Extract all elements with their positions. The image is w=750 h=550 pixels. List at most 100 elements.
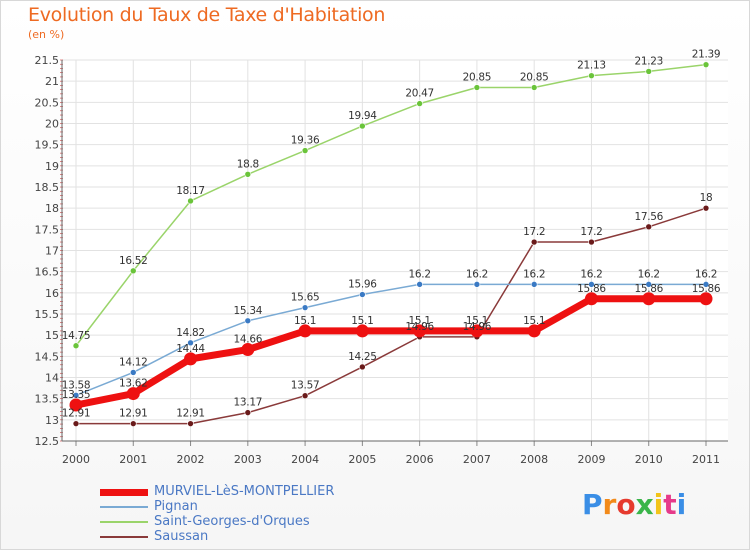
data-point [645,68,653,75]
legend-item-murviel: MURVIEL-LèS-MONTPELLIER [100,484,400,499]
data-point [359,291,366,298]
data-label: 21.39 [692,49,721,61]
data-point [470,324,484,338]
data-label: 16.2 [466,268,488,280]
data-point [72,342,80,350]
data-point [530,281,538,288]
data-label: 14.44 [176,343,205,355]
data-label: 16.52 [119,255,148,267]
data-point [301,392,309,400]
data-label: 15.1 [294,315,316,327]
data-label: 20.85 [520,72,549,84]
x-tick-label: 2009 [577,453,605,466]
data-label: 12.91 [119,408,148,420]
data-label: 16.2 [409,268,431,280]
y-tick-label: 21 [45,75,59,88]
data-label: 12.91 [62,408,91,420]
data-label: 15.1 [523,315,545,327]
logo-letter: x [635,488,654,521]
legend-swatch-pignan [100,506,148,508]
data-label: 14.66 [234,334,263,346]
x-tick-label: 2008 [520,453,548,466]
legend-label-pignan: Pignan [154,499,198,514]
x-tick-label: 2007 [463,453,491,466]
y-tick-label: 14.5 [35,350,60,363]
data-label: 16.2 [638,268,660,280]
data-label: 18.8 [237,158,259,170]
legend-swatch-murviel [100,489,148,496]
logo-letter: o [616,488,636,521]
y-tick-label: 17.5 [35,223,60,236]
data-label: 15.86 [577,283,606,295]
data-point [584,292,598,306]
y-tick-label: 15.5 [35,308,60,321]
x-tick-label: 2011 [692,453,720,466]
data-point [699,292,713,306]
chart-title: Evolution du Taux de Taxe d'Habitation [28,4,386,26]
logo-letter: t [663,488,677,521]
data-label: 17.2 [580,226,602,238]
proxiti-logo: Proxiti [582,488,686,521]
data-label: 21.13 [577,60,606,72]
y-tick-label: 16.5 [35,266,60,279]
x-tick-label: 2003 [234,453,262,466]
data-point [588,238,595,246]
data-point [588,281,595,288]
data-label: 15.1 [351,315,373,327]
unit-label: (en %) [28,28,65,41]
data-point [126,387,140,401]
data-point [416,100,423,107]
logo-letter: P [582,488,603,521]
data-point [530,84,538,91]
y-tick-label: 18 [45,202,59,215]
data-point [642,292,656,306]
data-point [187,339,194,347]
y-tick-label: 15 [45,329,59,342]
x-tick-label: 2004 [291,453,319,466]
data-label: 19.94 [348,110,377,122]
y-tick-label: 20.5 [35,96,60,109]
series-line [75,207,707,425]
data-label: 15.86 [692,283,721,295]
series-line [75,63,707,347]
data-label: 18.17 [176,185,205,197]
legend-item-pignan: Pignan [100,499,400,514]
data-point [72,391,80,399]
data-point [645,281,653,288]
data-label: 12.91 [176,408,205,420]
data-point [129,267,137,275]
x-tick-label: 2006 [406,453,434,466]
data-point [72,420,80,427]
data-point [129,369,137,376]
y-tick-label: 14 [45,372,59,385]
data-label: 16.2 [580,268,602,280]
data-label: 14.96 [463,321,492,333]
y-tick-label: 17 [45,245,59,258]
data-point [298,324,312,338]
y-tick-label: 13 [45,414,59,427]
data-point [413,324,427,338]
data-point [588,72,595,79]
x-tick-label: 2005 [348,453,376,466]
data-label: 18 [700,192,713,204]
legend-swatch-saint-georges [100,521,148,523]
data-point [645,223,653,231]
data-point [301,147,309,154]
data-point [702,61,710,68]
data-label: 15.86 [634,283,663,295]
data-label: 14.25 [348,351,377,363]
data-point [244,409,252,416]
data-point [473,84,481,91]
data-point [241,343,255,357]
data-point [355,324,369,338]
logo-letter: i [676,488,687,521]
data-label: 14.75 [62,330,91,342]
data-point [187,420,194,427]
data-point [359,363,366,371]
data-label: 13.62 [119,378,148,390]
data-label: 15.1 [409,315,431,327]
data-label: 13.17 [234,397,263,409]
x-tick-label: 2000 [62,453,90,466]
legend-label-saint-georges: Saint-Georges-d'Orques [154,514,310,529]
y-tick-label: 12.5 [35,435,60,448]
